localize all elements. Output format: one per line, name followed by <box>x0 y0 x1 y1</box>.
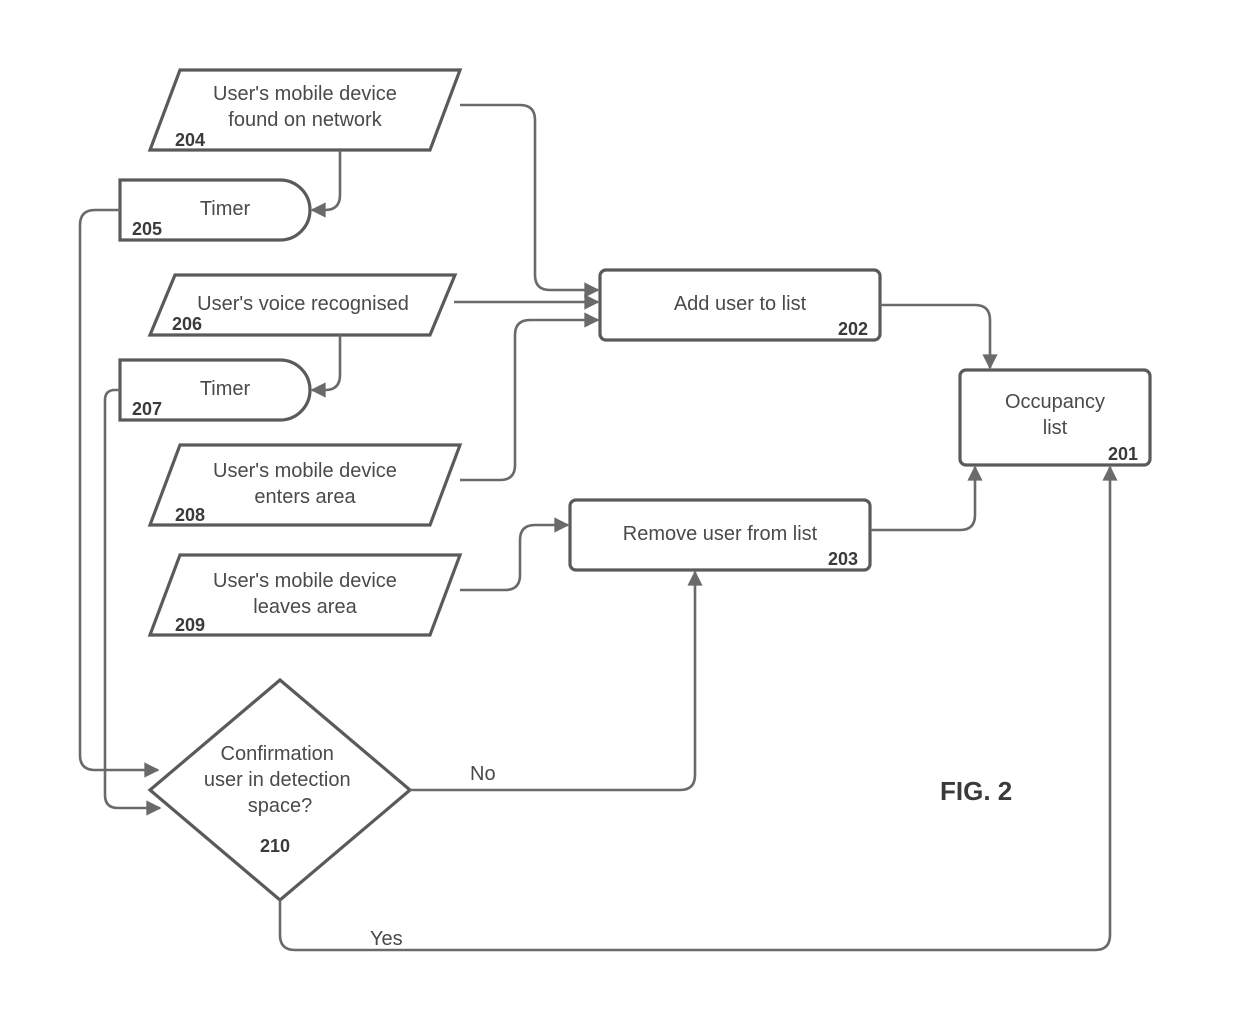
edge-202-to-201 <box>880 305 990 368</box>
svg-text:Confirmation user in det: Confirmation user in detection space? <box>204 743 356 817</box>
svg-text:User's voice recognised: User's voice recognised <box>197 293 409 315</box>
node-210: Confirmation user in detection space? 21… <box>150 680 410 900</box>
node-207: Timer 207 <box>120 360 310 420</box>
svg-text:208: 208 <box>175 505 205 525</box>
edge-204-to-202 <box>460 105 598 290</box>
svg-text:Occupancylist: Occupancylist <box>1005 391 1105 439</box>
node-209: User's mobile deviceleaves area 209 <box>150 555 460 635</box>
edge-210-no-to-203 <box>410 572 695 790</box>
svg-text:203: 203 <box>828 549 858 569</box>
svg-text:Timer: Timer <box>200 378 251 400</box>
edge-206-to-207 <box>312 335 340 390</box>
edge-205-to-210 <box>80 210 158 770</box>
svg-text:User's mobile devicefound on n: User's mobile devicefound on network <box>213 83 397 131</box>
svg-text:Remove user from list: Remove user from list <box>623 523 818 545</box>
edge-209-to-203 <box>460 525 568 590</box>
node-208: User's mobile deviceenters area 208 <box>150 445 460 525</box>
node-203: Remove user from list 203 <box>570 500 870 570</box>
edge-203-to-201 <box>870 467 975 530</box>
edge-label-no: No <box>470 763 496 785</box>
svg-text:209: 209 <box>175 615 205 635</box>
edge-208-to-202 <box>460 320 598 480</box>
figure-caption: FIG. 2 <box>940 776 1012 806</box>
node-205: Timer 205 <box>120 180 310 240</box>
svg-text:202: 202 <box>838 319 868 339</box>
edge-207-to-210 <box>105 390 160 808</box>
node-202: Add user to list 202 <box>600 270 880 340</box>
svg-text:206: 206 <box>172 314 202 334</box>
flowchart-diagram: User's mobile devicefound on network 204… <box>0 0 1240 1020</box>
edge-label-yes: Yes <box>370 928 403 950</box>
svg-text:207: 207 <box>132 399 162 419</box>
svg-text:201: 201 <box>1108 444 1138 464</box>
node-204: User's mobile devicefound on network 204 <box>150 70 460 150</box>
svg-text:205: 205 <box>132 219 162 239</box>
node-206: User's voice recognised 206 <box>150 275 455 335</box>
svg-text:User's mobile deviceleaves are: User's mobile deviceleaves area <box>213 570 397 618</box>
svg-text:User's mobile deviceenters are: User's mobile deviceenters area <box>213 460 397 508</box>
svg-text:204: 204 <box>175 130 205 150</box>
svg-text:Timer: Timer <box>200 198 251 220</box>
edge-204-to-205 <box>312 150 340 210</box>
node-201: Occupancylist 201 <box>960 370 1150 465</box>
svg-text:210: 210 <box>260 836 290 856</box>
svg-text:Add user to list: Add user to list <box>674 293 807 315</box>
